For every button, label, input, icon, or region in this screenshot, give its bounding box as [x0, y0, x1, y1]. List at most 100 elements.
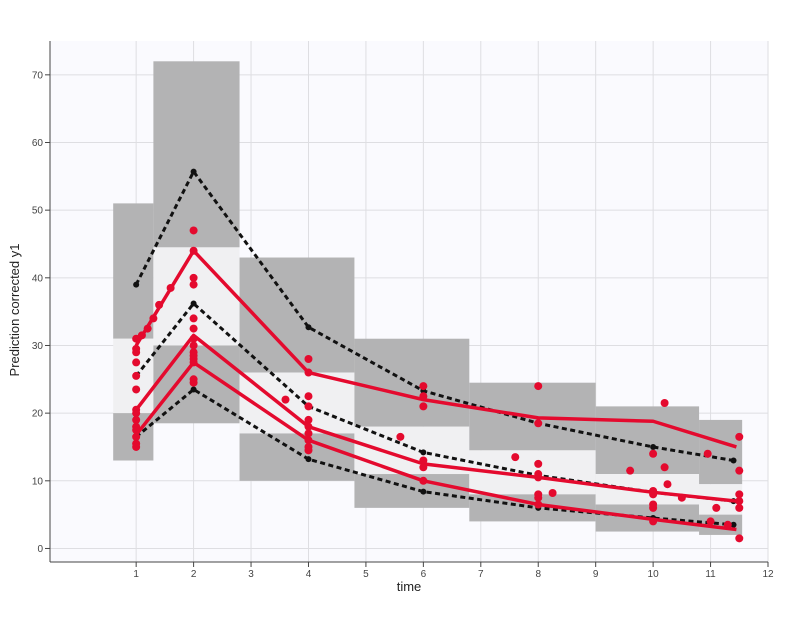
observed-point — [132, 348, 141, 357]
y-tick-labels: 0 10 20 30 40 50 60 70 — [32, 70, 44, 555]
observed-point — [132, 432, 141, 441]
prediction-band-high — [153, 61, 240, 248]
observed-point — [132, 358, 141, 367]
observed-point — [132, 442, 141, 451]
observed-point — [143, 324, 152, 333]
observed-point — [706, 517, 715, 526]
x-axis-title: time — [397, 579, 422, 594]
predicted-p95-marker — [730, 457, 737, 464]
y-tick-label: 10 — [32, 476, 44, 487]
x-tick-label: 2 — [191, 569, 197, 580]
predicted-p50-marker — [190, 300, 197, 307]
observed-point — [419, 476, 428, 485]
y-axis-title: Prediction corrected y1 — [7, 244, 22, 377]
x-tick-label: 8 — [535, 569, 541, 580]
observed-point — [304, 429, 313, 438]
observed-point — [649, 517, 658, 526]
observed-point — [189, 378, 198, 387]
observed-point — [304, 446, 313, 455]
x-tick-label: 6 — [421, 569, 427, 580]
observed-point — [137, 331, 146, 340]
predicted-p95-marker — [305, 324, 312, 331]
observed-point — [149, 314, 158, 323]
observed-point — [548, 488, 557, 497]
observed-point — [189, 246, 198, 255]
x-tick-label: 5 — [363, 569, 369, 580]
observed-point — [626, 466, 635, 475]
observed-point — [132, 371, 141, 380]
observed-point — [649, 490, 658, 499]
prediction-band-median — [239, 372, 355, 434]
observed-point — [677, 493, 686, 502]
x-tick-label: 10 — [648, 569, 660, 580]
observed-point — [132, 385, 141, 394]
x-tick-label: 4 — [306, 569, 312, 580]
observed-point — [304, 402, 313, 411]
predicted-p05-marker — [420, 488, 427, 495]
y-tick-label: 70 — [32, 70, 44, 81]
observed-point — [534, 419, 543, 428]
x-tick-label: 11 — [705, 569, 716, 580]
prediction-band-high — [354, 338, 470, 427]
observed-point — [419, 402, 428, 411]
observed-point — [396, 432, 405, 441]
observed-point — [155, 300, 164, 309]
observed-point — [660, 463, 669, 472]
observed-point — [712, 503, 721, 512]
observed-point — [304, 368, 313, 377]
observed-point — [735, 432, 744, 441]
observed-point — [189, 280, 198, 289]
observed-point — [534, 473, 543, 482]
observed-point — [189, 226, 198, 235]
observed-point — [189, 358, 198, 367]
observed-point — [649, 503, 658, 512]
observed-point — [132, 426, 141, 435]
x-tick-labels: 1 2 3 4 5 6 7 8 9 10 11 12 — [133, 569, 774, 580]
observed-point — [304, 392, 313, 401]
prediction-band-high — [239, 257, 355, 373]
observed-point — [189, 341, 198, 350]
observed-points — [132, 226, 744, 543]
observed-point — [132, 415, 141, 424]
observed-point — [132, 409, 141, 418]
y-tick-label: 40 — [32, 273, 44, 284]
observed-point — [735, 490, 744, 499]
prediction-band-high — [595, 406, 700, 475]
observed-point — [189, 314, 198, 323]
observed-point — [534, 500, 543, 509]
y-tick-label: 50 — [32, 206, 44, 217]
predicted-p05-marker — [730, 521, 737, 528]
observed-point — [419, 456, 428, 465]
observed-point — [735, 503, 744, 512]
observed-point — [663, 480, 672, 489]
x-tick-label: 7 — [478, 569, 484, 580]
observed-point — [189, 324, 198, 333]
observed-point — [189, 273, 198, 282]
observed-point — [649, 449, 658, 458]
observed-point — [703, 449, 712, 458]
observed-point — [304, 415, 313, 424]
predicted-p95-marker — [133, 281, 140, 288]
x-tick-label: 1 — [133, 569, 139, 580]
prediction-band-low — [354, 474, 470, 508]
x-tick-label: 12 — [762, 569, 774, 580]
y-tick-label: 0 — [37, 544, 43, 555]
observed-point — [534, 382, 543, 391]
x-tick-label: 3 — [248, 569, 254, 580]
prediction-band-low — [239, 433, 355, 481]
prediction-bands — [113, 61, 743, 535]
predicted-p50-marker — [420, 449, 427, 456]
predicted-p95-marker — [190, 168, 197, 175]
observed-point — [166, 283, 175, 292]
observed-point — [534, 493, 543, 502]
predicted-p95-marker — [650, 443, 657, 450]
observed-point — [735, 534, 744, 543]
y-tick-label: 60 — [32, 138, 44, 149]
observed-point — [304, 355, 313, 364]
observed-point — [723, 520, 732, 529]
observed-point — [419, 463, 428, 472]
observed-point — [511, 453, 520, 462]
observed-point — [189, 334, 198, 343]
predicted-p05-marker — [305, 456, 312, 463]
